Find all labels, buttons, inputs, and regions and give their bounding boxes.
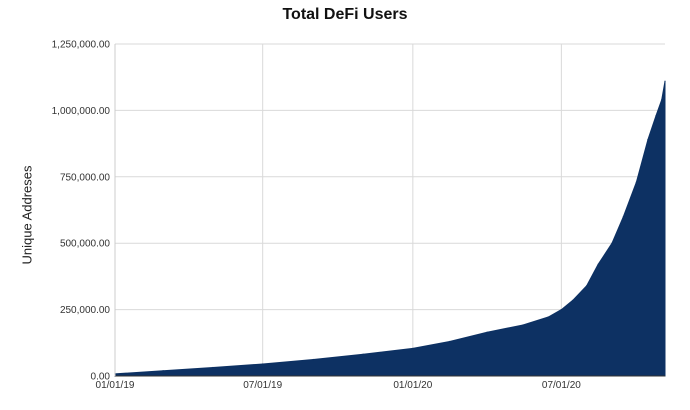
- data-point: [412, 347, 414, 349]
- y-tick-label: 500,000.00: [60, 239, 110, 250]
- series-area: [114, 81, 666, 377]
- y-tick-label: 1,250,000.00: [52, 40, 111, 51]
- data-point: [647, 139, 649, 141]
- data-point: [449, 340, 451, 343]
- axes: [114, 44, 665, 377]
- data-point: [547, 316, 549, 318]
- data-point: [635, 181, 638, 183]
- data-point: [664, 80, 666, 82]
- data-point: [312, 358, 314, 361]
- series-areas: [114, 80, 666, 377]
- data-point: [611, 242, 613, 244]
- x-tick-label: 07/01/20: [542, 380, 581, 391]
- data-point: [522, 324, 524, 326]
- data-point: [362, 353, 364, 355]
- y-tick-label: 250,000.00: [60, 305, 110, 316]
- data-point: [586, 285, 588, 287]
- data-point: [212, 366, 214, 369]
- data-point: [661, 99, 663, 101]
- data-point: [597, 263, 599, 265]
- y-tick-label: 0.00: [91, 372, 111, 383]
- data-point: [262, 363, 264, 365]
- y-tick-label: 750,000.00: [60, 172, 110, 183]
- data-point: [486, 331, 488, 333]
- data-point: [622, 216, 625, 218]
- y-tick-labels: 0.00 250,000.00 500,000.00 750,000.00 1,000,…: [52, 40, 111, 383]
- data-point: [655, 115, 657, 117]
- x-tick-label: 01/01/19: [96, 380, 135, 391]
- x-tick-label: 07/01/19: [243, 380, 282, 391]
- x-tick-labels: 01/01/19 07/01/19 01/01/20 07/01/20: [96, 380, 582, 391]
- data-point: [572, 299, 574, 301]
- data-point: [560, 309, 563, 311]
- x-tick-label: 01/01/20: [393, 380, 432, 391]
- y-tick-label: 1,000,000.00: [52, 106, 111, 117]
- data-point: [162, 370, 164, 372]
- chart-title: Total DeFi Users: [282, 6, 408, 23]
